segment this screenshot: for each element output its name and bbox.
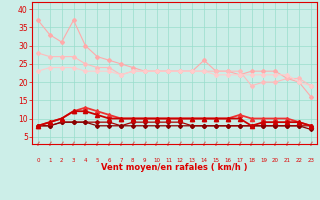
Text: ↙: ↙	[296, 140, 302, 147]
Text: ↙: ↙	[141, 140, 148, 147]
Text: ↙: ↙	[82, 140, 89, 147]
Text: ↙: ↙	[46, 140, 53, 147]
Text: ↙: ↙	[272, 140, 279, 147]
Text: ↙: ↙	[58, 140, 65, 147]
Text: ↙: ↙	[70, 140, 77, 147]
Text: ↙: ↙	[118, 140, 124, 147]
Text: ↙: ↙	[236, 140, 243, 147]
Text: ↙: ↙	[94, 140, 100, 147]
Text: ↙: ↙	[130, 140, 136, 147]
Text: ↙: ↙	[248, 140, 255, 147]
Text: ↙: ↙	[189, 140, 196, 147]
Text: ↙: ↙	[224, 140, 231, 147]
Text: ↙: ↙	[165, 140, 172, 147]
Text: ↙: ↙	[153, 140, 160, 147]
Text: ↙: ↙	[177, 140, 184, 147]
Text: ↙: ↙	[201, 140, 207, 147]
Text: ↙: ↙	[106, 140, 112, 147]
Text: ↙: ↙	[308, 140, 314, 147]
X-axis label: Vent moyen/en rafales ( km/h ): Vent moyen/en rafales ( km/h )	[101, 163, 248, 172]
Text: ↙: ↙	[35, 140, 41, 147]
Text: ↙: ↙	[260, 140, 267, 147]
Text: ↙: ↙	[212, 140, 219, 147]
Text: ↙: ↙	[284, 140, 291, 147]
